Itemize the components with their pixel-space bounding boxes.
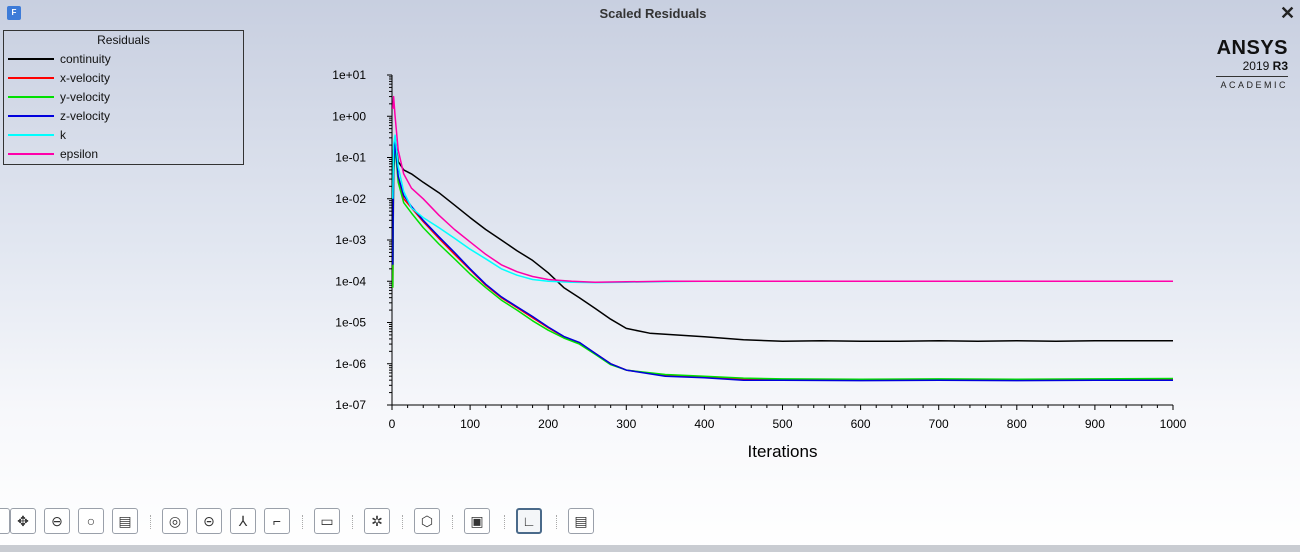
legend-label: epsilon [60, 146, 99, 161]
y-tick-label: 1e-02 [335, 192, 366, 206]
x-tick-label: 300 [616, 417, 636, 431]
lights-button[interactable]: ✲ [364, 508, 390, 534]
x-tick-label: 800 [1007, 417, 1027, 431]
zoom-out-icon: ⊝ [203, 512, 215, 529]
legend-title: Residuals [97, 33, 150, 47]
legend-swatch [8, 76, 54, 79]
fit-button[interactable]: ◎ [162, 508, 188, 534]
y-tick-label: 1e+00 [332, 109, 366, 123]
legend-label: y-velocity [60, 89, 111, 104]
brand-name: ANSYS [1216, 37, 1288, 59]
brand-divider [1216, 76, 1288, 77]
y-tick-label: 1e-07 [335, 398, 366, 412]
legend-item-k: k [4, 125, 243, 144]
chart-legend: Residuals continuity x-velocity y-velocity… [3, 30, 244, 165]
zoom-icon: ○ [86, 513, 96, 529]
xy-button[interactable]: ∟ [516, 508, 542, 534]
xy-plot-icon: ∟ [522, 513, 536, 529]
view-icon: ⌐ [272, 513, 282, 529]
pan-button[interactable]: ✥ [10, 508, 36, 534]
legend-swatch [8, 152, 54, 155]
legend-label: k [60, 127, 66, 142]
legend-item-z-velocity: z-velocity [4, 106, 243, 125]
toolbar-separator [556, 515, 559, 529]
series-line-z-velocity [392, 140, 1173, 382]
zoom-out-button[interactable]: ⊝ [196, 508, 222, 534]
x-tick-label: 900 [1085, 417, 1105, 431]
axes-icon: ⅄ [238, 512, 248, 529]
zoom-in-out-button[interactable]: ⊖ [44, 508, 70, 534]
fit-to-window-icon: ◎ [168, 512, 182, 529]
legend-item-x-velocity: x-velocity [4, 68, 243, 87]
zoom-box-button[interactable]: ▤ [112, 508, 138, 534]
y-tick-label: 1e-05 [335, 316, 366, 330]
graphics-toolbar: ▏ ✥ ⊖ ○ ▤ ◎ ⊝ ⅄ ⌐ ▭ ✲ ⬡ ▣ ∟ ▤ [0, 505, 640, 539]
legend-label: z-velocity [60, 108, 111, 123]
series-line-epsilon [392, 95, 1173, 283]
x-tick-label: 700 [929, 417, 949, 431]
probe-icon: ▭ [320, 512, 334, 529]
fluent-app-icon: F [7, 6, 21, 20]
probe-button[interactable]: ▭ [314, 508, 340, 534]
legend-item-continuity: continuity [4, 49, 243, 68]
axes-button[interactable]: ⅄ [230, 508, 256, 534]
legend-item-epsilon: epsilon [4, 144, 243, 163]
zoom-in-out-icon: ⊖ [51, 512, 63, 529]
pointer-icon: ▏ [0, 513, 2, 530]
legend-swatch [8, 95, 54, 98]
y-tick-label: 1e+01 [332, 68, 366, 82]
x-tick-label: 500 [772, 417, 792, 431]
toolbar-separator [504, 515, 507, 529]
y-tick-label: 1e-04 [335, 274, 366, 288]
select-button[interactable]: ▏ [0, 508, 10, 534]
toolbar-separator [302, 515, 305, 529]
close-icon[interactable]: ✕ [1280, 3, 1296, 23]
brand-version: 2019 R3 [1242, 59, 1288, 73]
ansys-logo: ANSYS 2019 R3 ACADEMIC [1216, 38, 1288, 90]
series-line-k [392, 134, 1173, 284]
series-line-x-velocity [392, 144, 1174, 381]
toolbar-separator [402, 515, 405, 529]
y-tick-label: 1e-03 [335, 233, 366, 247]
view-button[interactable]: ⌐ [264, 508, 290, 534]
x-tick-label: 400 [694, 417, 714, 431]
zoom-button[interactable]: ○ [78, 508, 104, 534]
report-icon: ▤ [574, 512, 588, 529]
legend-swatch [8, 133, 54, 136]
x-axis-label: Iterations [748, 442, 818, 461]
cube-icon: ⬡ [420, 512, 434, 529]
lights-icon: ✲ [371, 512, 383, 529]
x-tick-label: 600 [851, 417, 871, 431]
legend-label: x-velocity [60, 70, 111, 85]
window-title: Scaled Residuals [599, 6, 707, 21]
pan-icon: ✥ [17, 512, 29, 529]
report-button[interactable]: ▤ [568, 508, 594, 534]
x-tick-label: 200 [538, 417, 558, 431]
series-line-continuity [392, 137, 1173, 343]
box-icon: ▣ [470, 512, 484, 529]
zoom-to-area-icon: ▤ [118, 512, 132, 529]
y-tick-label: 1e-01 [335, 151, 366, 165]
x-tick-label: 1000 [1160, 417, 1187, 431]
status-bar [0, 545, 1300, 552]
3d-button[interactable]: ⬡ [414, 508, 440, 534]
legend-swatch [8, 57, 54, 60]
y-tick-label: 1e-06 [335, 357, 366, 371]
x-tick-label: 100 [460, 417, 480, 431]
toolbar-separator [452, 515, 455, 529]
legend-item-y-velocity: y-velocity [4, 87, 243, 106]
box-button[interactable]: ▣ [464, 508, 490, 534]
legend-label: continuity [60, 51, 111, 66]
series-line-y-velocity [392, 146, 1174, 381]
legend-swatch [8, 114, 54, 117]
residuals-chart: 1e+01 1e+00 1e-01 1e-02 1e-03 1e-04 1e-05 1e-06… [332, 68, 1187, 461]
brand-edition: ACADEMIC [1220, 80, 1288, 90]
x-tick-label: 0 [389, 417, 396, 431]
toolbar-separator [352, 515, 355, 529]
toolbar-separator [150, 515, 153, 529]
